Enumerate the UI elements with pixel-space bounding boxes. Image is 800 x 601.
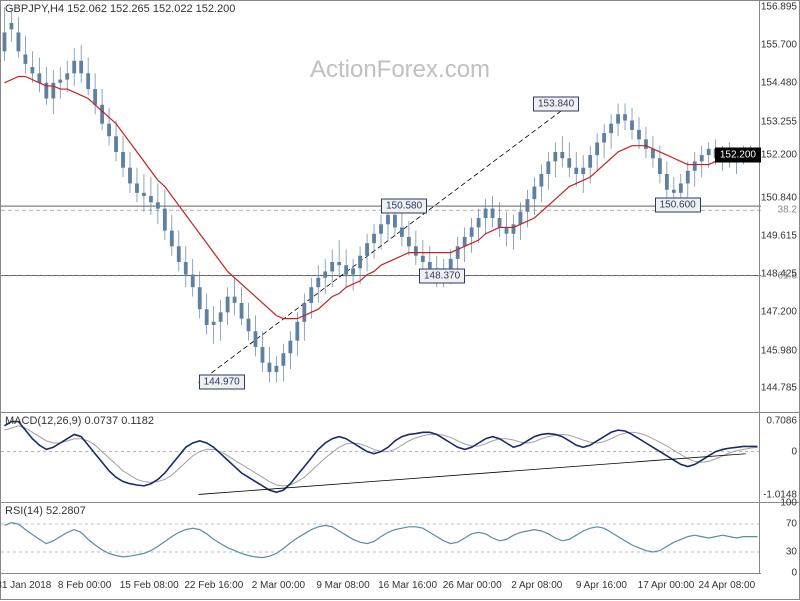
- rsi-panel[interactable]: 10070300: [1, 503, 799, 573]
- macd-name: MACD(12,26,9): [5, 415, 81, 427]
- ytick: 70: [786, 519, 797, 530]
- macd-readout: MACD(12,26,9) 0.0737 0.1182: [5, 415, 154, 427]
- rsi-readout: RSI(14) 52.2807: [5, 505, 86, 517]
- price-plot: 153.840 150.580 150.600 148.370 144.970 152.…: [1, 1, 761, 412]
- xtick: 24 Apr 08:00: [698, 580, 755, 599]
- xtick: 2 Mar 00:00: [252, 580, 305, 599]
- ytick: 150.840: [761, 192, 797, 203]
- ytick: 0: [791, 568, 797, 579]
- fib-level: 38.2: [778, 205, 797, 216]
- price-annotation: 148.370: [419, 268, 465, 283]
- price-annotation: 150.600: [655, 198, 701, 213]
- ytick: 153.255: [761, 116, 797, 127]
- ohlc-readout: GBPJPY,H4 152.062 152.265 152.022 152.20…: [5, 3, 235, 15]
- chart-container: ActionForex.com GBPJPY,H4 152.062 152.26…: [0, 0, 800, 600]
- ytick: 152.200: [761, 150, 797, 161]
- ytick: 156.895: [761, 2, 797, 13]
- price-yaxis: 38.261.8156.895155.700154.480153.255152.…: [759, 1, 799, 412]
- ytick: 148.425: [761, 268, 797, 279]
- ytick: 0.7086: [766, 416, 797, 427]
- macd-yaxis: 0.70860-1.0148: [759, 413, 799, 502]
- price-panel[interactable]: 153.840 150.580 150.600 148.370 144.970 152.…: [1, 1, 799, 413]
- xtick: 22 Feb 16:00: [184, 580, 243, 599]
- low: 152.022: [153, 3, 193, 15]
- time-axis: 31 Jan 2018 8 Feb 00:00 15 Feb 08:00 22 Feb…: [1, 573, 761, 601]
- ytick: 145.980: [761, 345, 797, 356]
- price-annotation: 153.840: [533, 96, 579, 111]
- ytick: 0: [791, 446, 797, 457]
- symbol: GBPJPY,H4: [5, 3, 64, 15]
- xtick: 17 Apr 00:00: [638, 580, 695, 599]
- macd-v1: 0.0737: [84, 415, 118, 427]
- price-annotation: 150.580: [381, 199, 427, 214]
- xtick: 16 Mar 16:00: [378, 580, 437, 599]
- current-price-badge: 152.200: [715, 148, 761, 163]
- ytick: 149.615: [761, 231, 797, 242]
- macd-v2: 0.1182: [121, 415, 154, 427]
- close: 152.200: [196, 3, 236, 15]
- xtick: 15 Feb 08:00: [120, 580, 179, 599]
- xtick: 26 Mar 00:00: [443, 580, 502, 599]
- rsi-value: 52.2807: [46, 505, 86, 517]
- rsi-name: RSI(14): [5, 505, 43, 517]
- xtick: 31 Jan 2018: [0, 580, 51, 599]
- rsi-plot: [1, 503, 761, 573]
- xtick: 9 Apr 16:00: [576, 580, 627, 599]
- open: 152.062: [67, 3, 107, 15]
- ytick: 154.480: [761, 78, 797, 89]
- high: 152.265: [110, 3, 150, 15]
- xtick: 8 Feb 00:00: [58, 580, 111, 599]
- ytick: 30: [786, 547, 797, 558]
- ytick: 147.200: [761, 307, 797, 318]
- price-annotation: 144.970: [199, 375, 245, 390]
- xtick: 9 Mar 08:00: [316, 580, 369, 599]
- ytick: 144.785: [761, 383, 797, 394]
- rsi-yaxis: 10070300: [759, 503, 799, 573]
- ytick: 155.700: [761, 40, 797, 51]
- xtick: 2 Apr 08:00: [511, 580, 562, 599]
- ytick: 100: [780, 498, 797, 509]
